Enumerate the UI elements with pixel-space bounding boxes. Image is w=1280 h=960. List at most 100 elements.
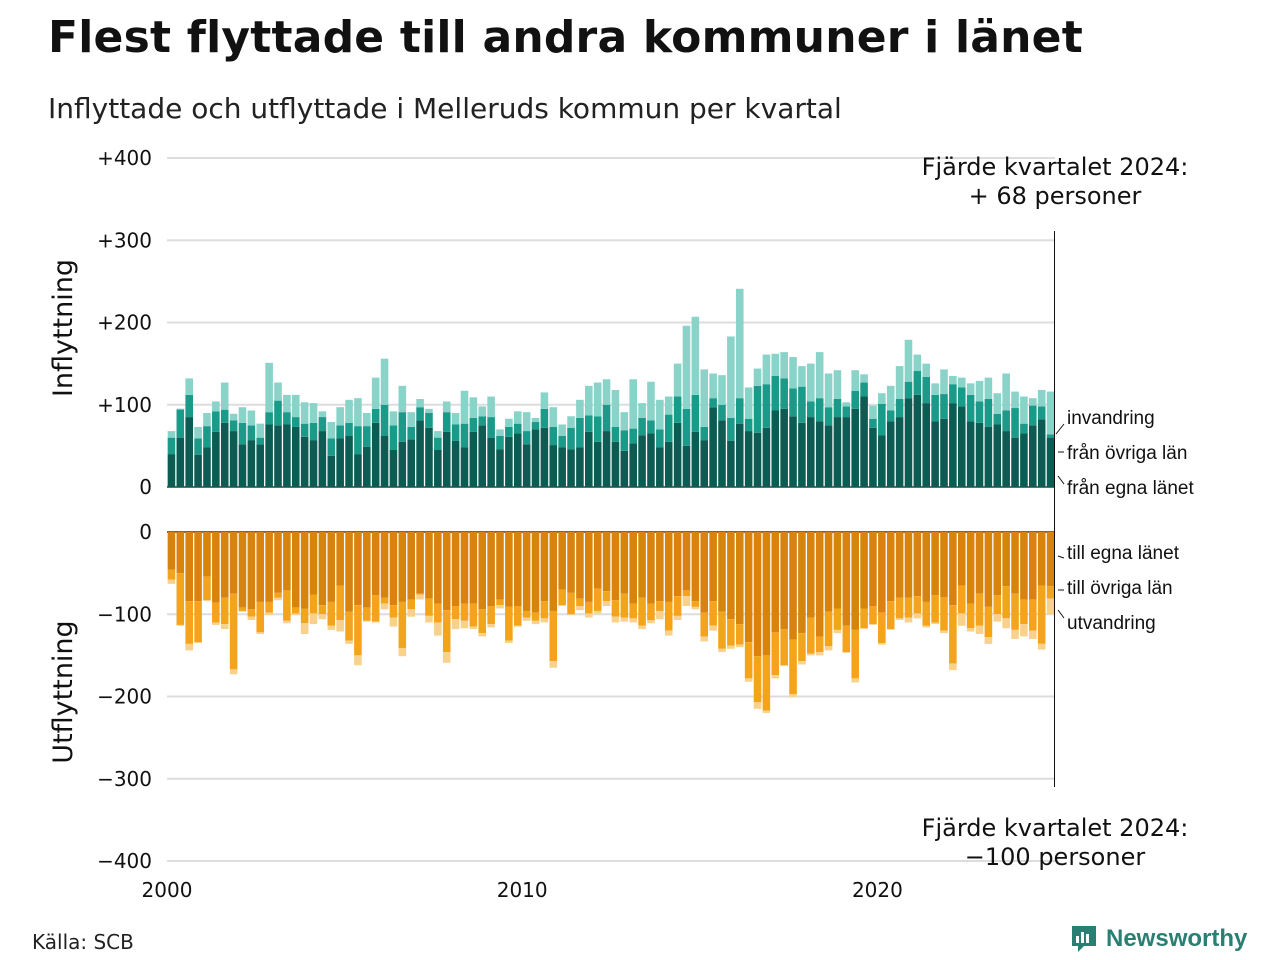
bar-outflow-utvandring bbox=[656, 610, 664, 620]
bar-inflow-invandring bbox=[425, 408, 433, 413]
legend-label-till-ovriga-lan: till övriga län bbox=[1067, 578, 1173, 599]
bar-inflow-fran-ovriga-lan bbox=[975, 401, 984, 423]
bar-outflow-utvandring bbox=[904, 617, 913, 623]
bar-outflow-till-ovriga-lan bbox=[878, 612, 886, 644]
bar-inflow-fran-egna-lanet bbox=[558, 447, 566, 487]
bar-outflow-till-ovriga-lan bbox=[389, 605, 398, 618]
bar-outflow-utvandring bbox=[256, 632, 265, 634]
bar-inflow-fran-egna-lanet bbox=[229, 431, 238, 487]
bar-inflow-invandring bbox=[602, 379, 611, 405]
bar-outflow-till-egna-lanet bbox=[744, 532, 753, 643]
bar-outflow-till-ovriga-lan bbox=[824, 611, 833, 647]
bar-outflow-till-egna-lanet bbox=[185, 532, 193, 602]
bar-outflow-utvandring bbox=[762, 710, 771, 713]
bar-outflow-utvandring bbox=[673, 615, 682, 621]
bar-outflow-till-egna-lanet bbox=[345, 532, 353, 612]
legend-connector-fran-egna-lanet bbox=[1057, 475, 1065, 485]
bar-inflow-invandring bbox=[993, 393, 1002, 414]
bar-outflow-utvandring bbox=[247, 616, 256, 621]
bar-inflow-fran-egna-lanet bbox=[185, 417, 193, 487]
bar-outflow-utvandring bbox=[407, 609, 415, 617]
bar-outflow-utvandring bbox=[842, 652, 851, 653]
bar-inflow-fran-ovriga-lan bbox=[522, 431, 531, 445]
bar-outflow-till-egna-lanet bbox=[576, 532, 584, 599]
bar-inflow-fran-ovriga-lan bbox=[327, 438, 336, 456]
bar-inflow-fran-ovriga-lan bbox=[664, 414, 673, 442]
bar-inflow-fran-ovriga-lan bbox=[815, 398, 824, 422]
bar-inflow-fran-ovriga-lan bbox=[291, 417, 300, 427]
bar-inflow-fran-egna-lanet bbox=[664, 441, 673, 487]
bar-inflow-invandring bbox=[886, 385, 895, 411]
bar-outflow-till-egna-lanet bbox=[380, 532, 389, 598]
bar-outflow-till-ovriga-lan bbox=[487, 606, 495, 625]
bar-outflow-utvandring bbox=[1037, 643, 1046, 650]
bar-outflow-till-egna-lanet bbox=[1046, 532, 1055, 587]
bar-outflow-utvandring bbox=[886, 629, 895, 630]
bar-inflow-fran-egna-lanet bbox=[815, 421, 824, 487]
bar-inflow-fran-ovriga-lan bbox=[807, 401, 815, 418]
bar-inflow-fran-egna-lanet bbox=[496, 449, 504, 487]
bar-inflow-fran-ovriga-lan bbox=[487, 417, 495, 438]
bar-outflow-till-egna-lanet bbox=[727, 532, 735, 620]
bar-inflow-invandring bbox=[709, 373, 717, 399]
bar-outflow-utvandring bbox=[1029, 630, 1037, 639]
bar-inflow-fran-egna-lanet bbox=[416, 420, 424, 487]
source-note: Källa: SCB bbox=[32, 930, 134, 954]
bar-inflow-invandring bbox=[975, 380, 984, 402]
bar-outflow-till-ovriga-lan bbox=[505, 606, 513, 641]
bar-inflow-invandring bbox=[354, 398, 362, 427]
bar-outflow-till-egna-lanet bbox=[673, 532, 682, 597]
bar-inflow-invandring bbox=[664, 396, 673, 415]
bar-inflow-fran-egna-lanet bbox=[842, 417, 851, 487]
bar-inflow-invandring bbox=[860, 374, 868, 383]
bar-outflow-till-egna-lanet bbox=[718, 532, 726, 612]
bar-inflow-fran-egna-lanet bbox=[407, 439, 415, 487]
bar-outflow-till-ovriga-lan bbox=[700, 612, 709, 637]
bar-outflow-till-egna-lanet bbox=[354, 532, 362, 606]
bar-outflow-utvandring bbox=[398, 647, 407, 657]
bar-outflow-utvandring bbox=[629, 618, 637, 623]
bar-outflow-till-egna-lanet bbox=[318, 532, 327, 606]
bar-inflow-invandring bbox=[1002, 373, 1010, 411]
bar-inflow-invandring bbox=[842, 402, 851, 407]
bar-inflow-fran-ovriga-lan bbox=[380, 404, 389, 437]
bar-inflow-invandring bbox=[727, 336, 735, 418]
bar-outflow-till-egna-lanet bbox=[505, 532, 513, 607]
bar-inflow-fran-ovriga-lan bbox=[176, 408, 185, 438]
bar-inflow-invandring bbox=[434, 431, 442, 438]
bar-inflow-fran-ovriga-lan bbox=[700, 426, 709, 441]
bar-inflow-fran-ovriga-lan bbox=[744, 418, 753, 432]
bar-outflow-till-ovriga-lan bbox=[647, 603, 655, 621]
bar-inflow-fran-egna-lanet bbox=[727, 440, 735, 487]
bar-inflow-fran-egna-lanet bbox=[300, 436, 309, 487]
bar-inflow-fran-ovriga-lan bbox=[762, 384, 771, 428]
bar-outflow-till-egna-lanet bbox=[709, 532, 717, 602]
bar-outflow-till-egna-lanet bbox=[833, 532, 842, 609]
bar-inflow-fran-egna-lanet bbox=[220, 422, 229, 487]
bar-inflow-fran-ovriga-lan bbox=[265, 412, 273, 425]
bar-inflow-fran-ovriga-lan bbox=[878, 403, 886, 436]
bar-outflow-utvandring bbox=[611, 616, 620, 623]
y-tick-inflow-1: +100 bbox=[97, 393, 152, 417]
bar-inflow-fran-egna-lanet bbox=[283, 424, 291, 487]
bar-inflow-fran-ovriga-lan bbox=[620, 430, 629, 451]
y-tick-outflow-2: −200 bbox=[97, 685, 152, 709]
bar-inflow-invandring bbox=[522, 412, 531, 432]
bar-outflow-utvandring bbox=[300, 623, 309, 634]
bar-outflow-till-egna-lanet bbox=[664, 532, 673, 602]
bar-inflow-fran-egna-lanet bbox=[167, 454, 176, 487]
bar-outflow-utvandring bbox=[540, 618, 549, 623]
bar-outflow-till-egna-lanet bbox=[895, 532, 904, 598]
bar-inflow-invandring bbox=[691, 316, 700, 395]
bar-inflow-invandring bbox=[567, 416, 575, 428]
bar-outflow-till-egna-lanet bbox=[469, 532, 478, 604]
bar-outflow-till-egna-lanet bbox=[478, 532, 487, 610]
bar-outflow-till-ovriga-lan bbox=[771, 632, 780, 676]
bar-inflow-fran-ovriga-lan bbox=[611, 426, 620, 442]
bar-outflow-till-egna-lanet bbox=[1037, 532, 1046, 586]
bar-outflow-utvandring bbox=[664, 630, 673, 636]
bar-outflow-till-ovriga-lan bbox=[780, 629, 788, 666]
bar-outflow-till-ovriga-lan bbox=[886, 601, 895, 630]
bar-outflow-till-egna-lanet bbox=[540, 532, 549, 602]
